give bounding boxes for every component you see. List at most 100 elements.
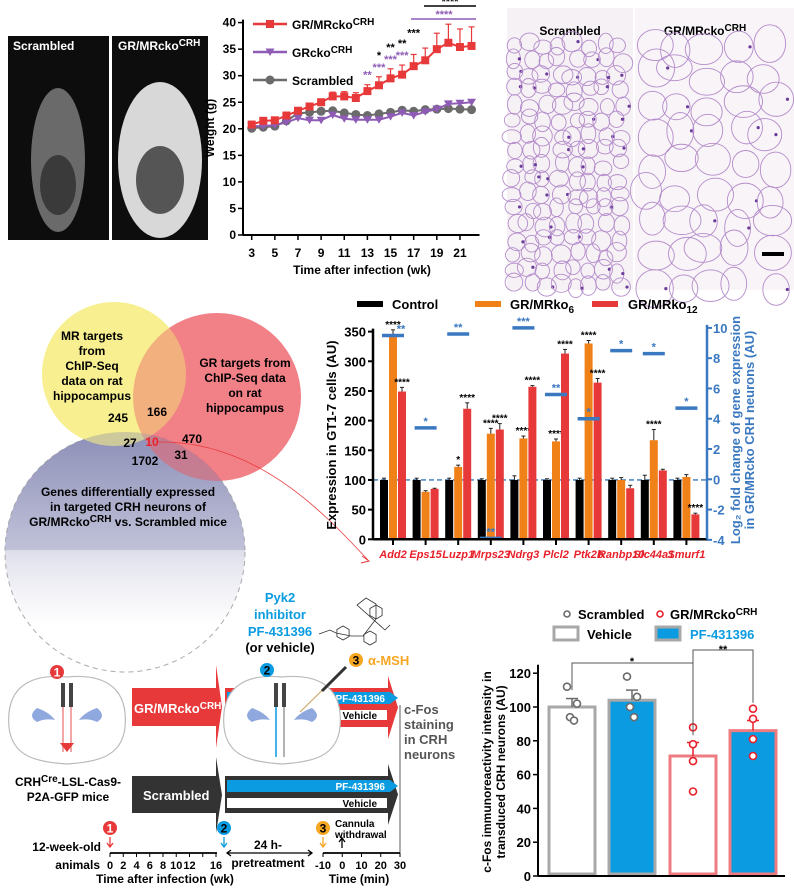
adipocyte [720,266,748,301]
brain-injection-ventricle-right [79,708,102,722]
timeline-weeks-tick-label: 6 [147,860,153,872]
readout-label: staining [404,717,454,732]
gene-label-plcl2: Plcl2 [543,549,569,561]
venn-gr-label: ChIP-Seq data [204,371,286,385]
bar-stars: **** [688,503,704,514]
adipocyte [532,154,551,174]
inhibitor-label: PF-431396 [248,624,312,639]
cfos-data-point [625,702,635,712]
adipocyte [548,216,566,237]
legend-label-sup: CRH [331,45,353,56]
nucleus [606,75,611,80]
line-x-tick-label: 21 [453,246,467,260]
adipocyte [639,201,666,236]
pf-arrow-label: PF-431396 [336,694,386,705]
arrow-down-step1 [106,837,114,849]
bar-stars: **** [581,331,597,342]
line-x-tick-label: 3 [248,246,255,260]
line-point [443,104,453,114]
readout-label: in CRH [404,732,447,747]
treatment-arrowhead-scr [388,764,398,825]
gene-expression-bar-chart: ************* ***************************… [324,297,757,561]
legend-label-base: Control [392,297,438,312]
adipocyte [747,118,783,152]
adipocyte [505,247,521,263]
arrow-ko [132,665,222,748]
gene-label-eps15: Eps15 [409,549,442,561]
right-y-tick-label: 2 [713,442,720,457]
nucleus [774,133,778,137]
nucleus [519,69,523,74]
adipocyte [606,242,627,263]
cannula-label: withdrawal [334,830,387,841]
arrow-scrambled [132,757,222,833]
bar-smurf1-1 [682,476,691,540]
adipocyte [549,37,566,56]
line-point [467,105,477,115]
log2-fold-change-stars: * [423,416,428,428]
adipocyte [684,33,724,66]
arrow-scrambled-label: Scrambled [143,788,210,803]
venn-deg-overlap [5,432,245,550]
significance-bracket [571,662,694,736]
adipocyte [597,32,614,54]
line-y-tick-label: 25 [223,95,237,109]
nucleus [685,105,690,109]
line-x-axis-label: Time after infection (wk) [293,263,431,277]
step-marker [260,663,274,677]
bar-ptk2b-0 [575,479,584,540]
timeline-minutes-tick-label: 10 [355,860,367,872]
nucleus [549,225,553,229]
adipocyte [612,153,630,170]
adipocyte [501,187,522,203]
bar-stars: **** [459,393,475,404]
scale-bar [762,252,784,256]
adipocyte [502,169,521,188]
venn-mr-label: ChIP-Seq [65,359,118,373]
step-number: 3 [320,822,327,836]
gene-label-smurf1: Smurf1 [667,549,705,561]
legend-label-vehicle: Vehicle [587,627,632,642]
venn-count-gr-deg: 31 [174,448,188,462]
line-y-axis-label: Weight (g) [203,99,217,157]
gene-label-ranbp10: Ranbp10 [598,549,645,561]
step-number: 1 [107,822,114,836]
cfos-bar [607,698,657,876]
legend-label-pf: PF-431396 [690,627,754,642]
line-y-tick-label: 40 [223,16,237,30]
step-marker [217,821,231,835]
cfos-y-tick-label: 20 [517,835,531,850]
gene-label-ptk2b: Ptk2b [574,549,604,561]
right-y-tick-label: 8 [713,351,720,366]
adipocyte [636,29,674,62]
mice-label: CRHCre-LSL-Cas9- [15,774,121,789]
adipocyte [691,269,730,302]
legend-label: GRckoCRH [292,45,352,60]
legend-label-base: GR/MRko [510,297,569,312]
adipocyte [720,60,754,94]
brain-injection-ventricle-left [32,708,55,722]
line-point [328,111,338,119]
adipocyte [668,236,707,271]
line-y-tick-label: 20 [223,122,237,136]
adipocyte [534,111,551,133]
left-y-tick-label: 100 [344,473,366,488]
significance-stars: * [630,656,635,668]
legend-label: GR/MRko6 [510,297,575,316]
line-point [259,116,268,125]
log2-fold-change-stars: ** [397,323,406,335]
adipocyte [520,78,537,98]
adipocyte [598,250,614,267]
legend-swatch-vehicle [552,625,580,642]
nucleus [519,164,523,168]
arrow-down-step2 [220,837,228,849]
syringe-left [274,683,278,707]
adipocyte [593,160,613,177]
line-point [281,118,291,127]
inhibitor-label: Pyk2 [265,590,295,605]
line-x-tick-label: 7 [295,246,302,260]
bar-slc44a1-2 [658,470,667,540]
cfos-y-tick-label: 120 [509,666,531,681]
legend-label: Scrambled [292,74,353,88]
adipocyte [611,130,631,147]
